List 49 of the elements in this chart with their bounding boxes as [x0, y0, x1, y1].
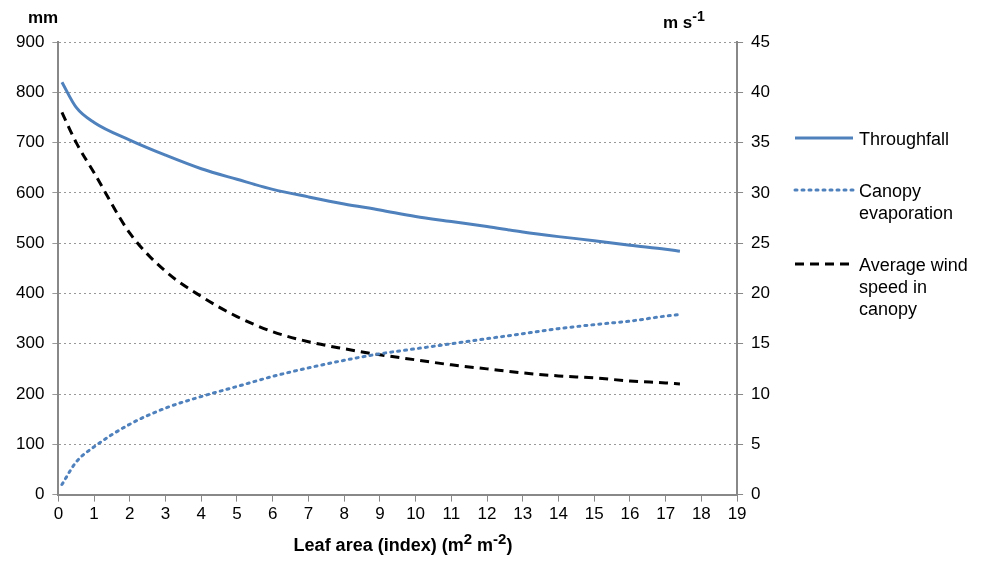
- y-tick-label: 300: [15, 333, 45, 353]
- legend-label: Average wind speed in canopy: [859, 254, 969, 320]
- x-tick-label: 0: [53, 504, 64, 524]
- x-tick-label: 15: [584, 504, 604, 524]
- line-series: [60, 313, 682, 487]
- x-tick-label: 19: [727, 504, 747, 524]
- y2-tick-label: 25: [751, 232, 771, 252]
- x-tick-label: 5: [232, 504, 242, 524]
- x-tick-label: 2: [125, 504, 135, 524]
- x-tick-label: 12: [477, 504, 497, 524]
- line-series: [60, 110, 682, 386]
- x-tick-label: 16: [620, 504, 640, 524]
- y-tick-label: 0: [34, 484, 45, 504]
- x-tick-label: 3: [160, 504, 171, 524]
- x-tick-label: 11: [442, 504, 461, 524]
- y2-tick-label: 10: [751, 383, 771, 403]
- y-tick-label: 700: [15, 132, 45, 152]
- y2-tick-label: 15: [751, 333, 771, 353]
- x-tick-label: 9: [375, 504, 385, 524]
- y-tick-label: 400: [15, 283, 45, 303]
- line-series: [60, 80, 682, 253]
- y2-tick-label: 30: [751, 182, 771, 202]
- x-tick-label: 17: [656, 504, 676, 524]
- legend-label: Canopy evaporation: [859, 180, 955, 224]
- x-tick-label: 13: [513, 504, 533, 524]
- y-tick-label: 900: [15, 31, 45, 51]
- y-axis-title: mm: [28, 8, 59, 28]
- x-tick-label: 8: [339, 504, 349, 524]
- x-tick-label: 14: [549, 504, 568, 524]
- y2-tick-label: 0: [751, 484, 761, 504]
- x-tick-label: 6: [267, 504, 278, 524]
- y2-tick-label: 5: [751, 434, 761, 453]
- y-tick-label: 600: [15, 182, 45, 202]
- legend-label: Throughfall: [859, 128, 951, 150]
- x-tick-label: 10: [406, 504, 426, 524]
- x-tick-label: 1: [89, 504, 99, 524]
- y-tick-label: 800: [15, 81, 45, 101]
- y-tick-label: 200: [15, 383, 45, 403]
- x-tick-label: 7: [303, 504, 314, 524]
- y2-tick-label: 20: [751, 283, 771, 303]
- x-axis-title: Leaf area (index) (m$^{2}$ m$^{-2}$): [292, 530, 514, 556]
- y-tick-label: 100: [15, 434, 45, 453]
- y2-tick-label: 45: [751, 31, 771, 51]
- x-tick-label: 4: [196, 504, 206, 524]
- y2-tick-label: 35: [751, 132, 771, 152]
- x-tick-label: 18: [691, 504, 711, 524]
- y2-tick-label: 40: [751, 81, 771, 101]
- y-tick-label: 500: [15, 232, 45, 252]
- y2-axis-title: m s$^{-1}$: [663, 8, 705, 33]
